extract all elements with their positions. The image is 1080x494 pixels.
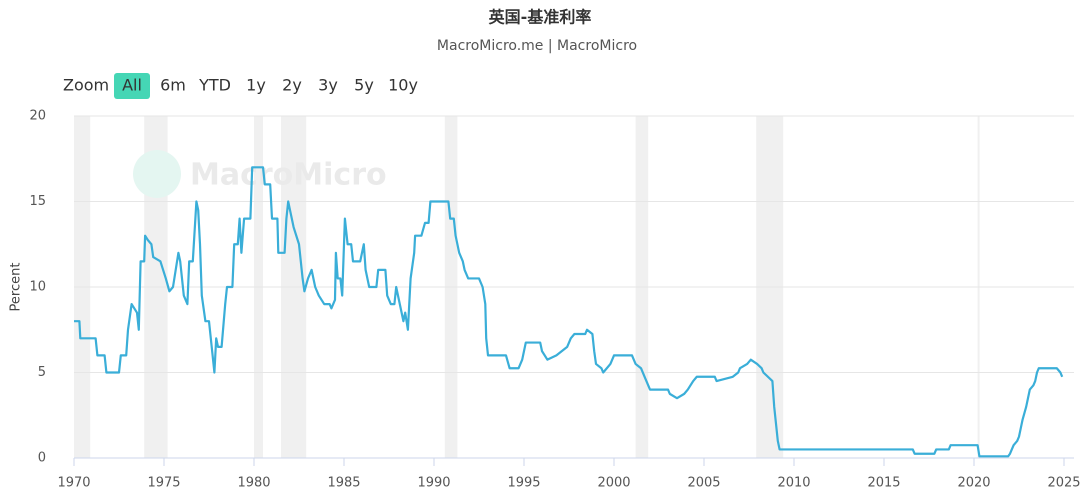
x-tick-label: 1975 (147, 476, 180, 491)
x-tick-label: 2010 (777, 476, 810, 491)
range-button[interactable]: 6m (160, 76, 186, 95)
watermark-text: MacroMicro (190, 158, 387, 193)
x-tick-label: 1995 (507, 476, 540, 491)
y-tick-label: 20 (29, 109, 46, 124)
watermark-logo (133, 150, 181, 198)
range-button[interactable]: 2y (282, 76, 302, 95)
range-button[interactable]: 10y (388, 76, 418, 95)
x-tick-label: 2025 (1047, 476, 1080, 491)
x-tick-label: 2005 (687, 476, 720, 491)
x-tick-label: 2000 (597, 476, 630, 491)
range-button-bg[interactable] (114, 73, 150, 99)
range-button[interactable]: 5y (354, 76, 374, 95)
x-tick-label: 1980 (237, 476, 270, 491)
zoom-label: Zoom (63, 76, 109, 95)
x-tick-label: 2020 (957, 476, 990, 491)
data-line (74, 166, 1064, 458)
y-axis-label: Percent (9, 263, 24, 312)
chart-title: 英国-基准利率 (488, 8, 592, 27)
range-button[interactable]: 1y (246, 76, 266, 95)
y-tick-label: 5 (38, 365, 46, 380)
x-tick-label: 1985 (327, 476, 360, 491)
x-tick-label: 2015 (867, 476, 900, 491)
range-button[interactable]: All (122, 76, 142, 95)
range-button[interactable]: 3y (318, 76, 338, 95)
x-tick-label: 1990 (417, 476, 450, 491)
watermark: MacroMicro (133, 150, 387, 198)
y-tick-label: 15 (29, 194, 46, 209)
range-button[interactable]: YTD (198, 76, 231, 95)
y-tick-label: 10 (29, 280, 46, 295)
y-tick-label: 0 (38, 451, 46, 466)
chart-subtitle: MacroMicro.me | MacroMicro (437, 38, 637, 54)
x-tick-label: 1970 (57, 476, 90, 491)
